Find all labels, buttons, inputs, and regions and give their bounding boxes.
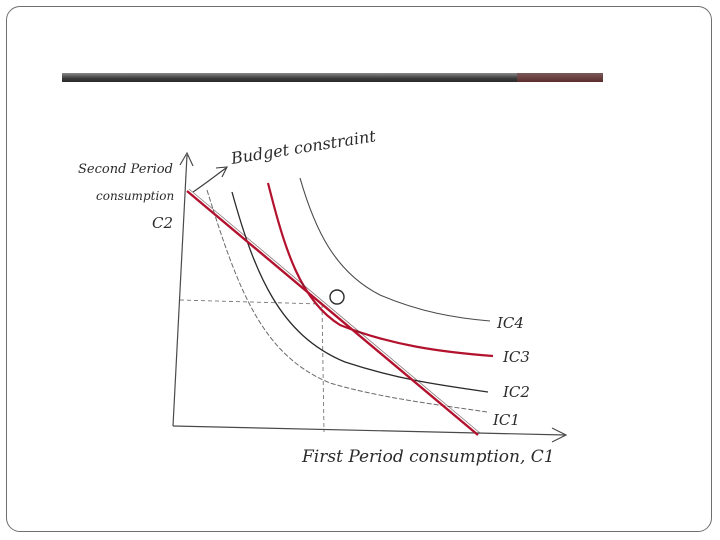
x-axis-arrowhead <box>551 427 568 443</box>
budget-pointer-arrow <box>192 166 228 193</box>
optimum-point-marker <box>329 289 345 305</box>
y-axis <box>172 154 188 427</box>
ic3-label: IC3 <box>502 348 530 366</box>
indifference-curves <box>206 177 494 413</box>
ic4-curve <box>299 177 491 322</box>
ic1-curve <box>206 189 488 413</box>
guide-lines <box>179 299 325 433</box>
y-axis-label-line2: consumption <box>96 189 174 203</box>
y-axis-symbol: C2 <box>152 214 173 232</box>
y-axis-arrowhead <box>179 151 194 167</box>
title-bar <box>62 73 603 82</box>
x-axis <box>172 425 566 436</box>
ic2-curve <box>231 191 489 393</box>
ic1-label: IC1 <box>492 411 520 429</box>
y-axis-label-line1: Second Period <box>78 162 173 177</box>
budget-constraint-label: Budget constraint <box>229 126 378 168</box>
budget-constraint-line-shadow <box>188 188 481 434</box>
budget-constraint-line <box>186 190 479 436</box>
ic4-label: IC4 <box>496 314 524 332</box>
x-axis-label: First Period consumption, C1 <box>301 447 555 467</box>
title-bar-accent <box>517 73 603 82</box>
axes <box>172 151 568 443</box>
ic2-label: IC2 <box>502 383 530 401</box>
ic3-curve <box>266 182 494 358</box>
sketch-paper <box>62 82 603 482</box>
vertical-guide <box>321 303 325 433</box>
horizontal-guide <box>179 299 323 305</box>
